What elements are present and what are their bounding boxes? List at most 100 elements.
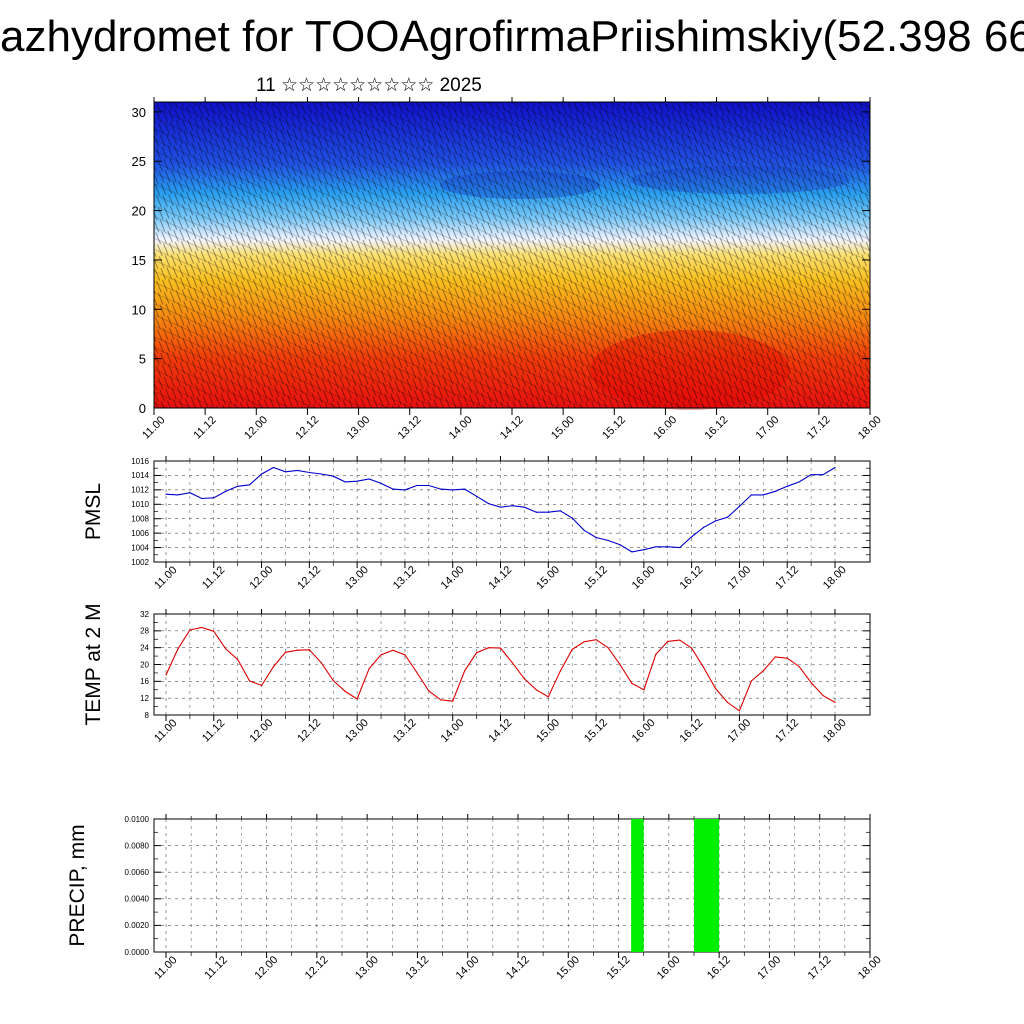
x-tick-label: 16.12 — [678, 717, 706, 745]
temp-panel: 8 12 16 20 24 28 32 11.00 11.12 12.00 12.12 13.00 13… — [82, 603, 871, 745]
x-tick-label: 14.12 — [486, 717, 514, 745]
y-tick-label: 24 — [140, 643, 149, 652]
y-tick-label: 1016 — [131, 457, 149, 466]
x-tick-label: 16.12 — [705, 954, 733, 982]
x-tick-label: 13.00 — [344, 414, 372, 442]
pmsl-point — [798, 481, 800, 483]
x-tick-label: 17.12 — [806, 954, 834, 982]
temp-point — [547, 696, 549, 698]
temp-point — [356, 698, 358, 700]
temp-point — [810, 681, 812, 684]
x-tick-label: 12.00 — [247, 564, 275, 592]
pmsl-point — [810, 474, 812, 476]
temp-point — [667, 640, 669, 642]
temp-point — [476, 652, 478, 654]
x-tick-label: 13.12 — [396, 414, 424, 442]
y-axis-label: PMSL — [82, 483, 105, 540]
y-tick-label: 12 — [140, 694, 149, 703]
temp-point — [511, 662, 514, 664]
temp-point — [631, 682, 633, 685]
temp-point — [428, 690, 430, 692]
x-tick-label: 12.12 — [295, 717, 323, 745]
temp-point — [260, 684, 263, 687]
temp-point — [822, 695, 824, 697]
x-tick-label: 14.00 — [439, 717, 467, 745]
x-tick-label: 11.00 — [140, 414, 167, 441]
pmsl-point — [320, 473, 322, 475]
pmsl-point — [464, 488, 466, 490]
vertical-profile-panel: 0 5 10 15 20 25 30 11.00 11.12 12.00 12.12 13.00 13.… — [132, 97, 884, 442]
pmsl-point — [619, 544, 621, 546]
pmsl-point — [165, 493, 167, 495]
x-tick-label: 13.12 — [391, 564, 419, 592]
pmsl-point — [177, 494, 179, 496]
temp-point — [643, 689, 645, 691]
y-axis-label: TEMP at 2 M — [82, 603, 105, 725]
x-tick-label: 14.12 — [498, 414, 526, 442]
temp-point — [165, 674, 167, 676]
temp-point — [464, 670, 466, 672]
temp-point — [368, 668, 370, 670]
temp-point — [702, 666, 705, 669]
temp-point — [750, 680, 752, 682]
x-tick-label: 14.00 — [439, 564, 467, 592]
x-tick-label: 11.00 — [152, 954, 179, 981]
pmsl-point — [225, 490, 227, 492]
pmsl-point — [822, 474, 824, 476]
pmsl-point — [535, 511, 537, 513]
x-tick-label: 18.00 — [856, 414, 884, 442]
temp-point — [655, 653, 657, 656]
pmsl-point — [523, 506, 525, 508]
y-tick-label: 1008 — [131, 515, 149, 524]
pmsl-point — [404, 489, 406, 491]
y-tick-label: 28 — [140, 627, 149, 636]
temp-point — [786, 657, 788, 659]
y-tick-label: 25 — [132, 154, 146, 169]
x-tick-label: 12.12 — [293, 414, 321, 442]
x-tick-label: 15.12 — [600, 414, 628, 442]
y-tick-label: 0.0040 — [125, 895, 150, 904]
pmsl-point — [511, 505, 514, 507]
pmsl-point — [260, 473, 263, 475]
x-tick-label: 15.12 — [604, 954, 632, 982]
y-tick-label: 0.0020 — [125, 921, 150, 930]
pmsl-point — [499, 506, 502, 508]
y-tick-label: 15 — [132, 253, 146, 268]
y-tick-label: 0.0060 — [125, 868, 150, 877]
x-tick-label: 12.00 — [242, 414, 270, 442]
wind-barbs-flags — [154, 102, 870, 408]
pmsl-point — [380, 482, 382, 484]
x-tick-label: 16.12 — [702, 414, 730, 442]
temp-point — [762, 670, 764, 672]
x-tick-label: 18.00 — [856, 954, 884, 982]
temp-point — [714, 687, 717, 690]
x-tick-label: 11.12 — [200, 564, 227, 591]
pmsl-point — [428, 484, 430, 487]
pmsl-point — [726, 516, 729, 518]
x-tick-label: 11.00 — [152, 564, 179, 591]
y-tick-label: 0 — [139, 401, 146, 416]
pmsl-point — [655, 546, 657, 548]
y-tick-label: 30 — [132, 105, 146, 120]
x-tick-label: 17.12 — [805, 414, 833, 442]
pmsl-point — [392, 488, 394, 490]
temp-point — [487, 647, 490, 649]
temp-point — [452, 700, 454, 702]
pmsl-point — [607, 539, 609, 541]
pmsl-point — [487, 502, 490, 505]
temp-point — [619, 663, 621, 666]
x-tick-label: 16.00 — [651, 414, 679, 442]
x-tick-label: 17.00 — [725, 717, 753, 745]
temp-point — [201, 626, 203, 629]
x-tick-label: 12.00 — [252, 954, 280, 982]
x-tick-label: 15.12 — [582, 564, 610, 592]
pmsl-point — [332, 475, 334, 477]
pmsl-point — [368, 478, 370, 480]
pmsl-point — [476, 495, 478, 497]
chart-title: azhydromet for TOOAgrofirmaPriishimskiy(… — [0, 12, 1024, 61]
temp-point — [332, 679, 334, 682]
x-tick-label: 14.12 — [486, 564, 514, 592]
pmsl-point — [272, 466, 275, 469]
y-tick-label: 32 — [140, 610, 149, 619]
y-tick-label: 20 — [132, 204, 146, 219]
